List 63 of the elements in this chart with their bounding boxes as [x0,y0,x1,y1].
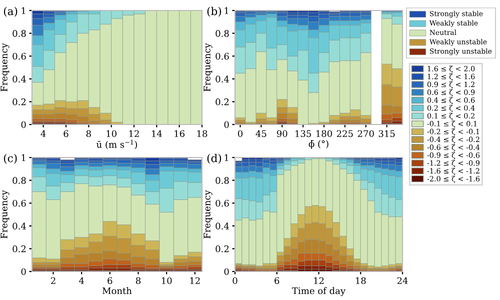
x-tick-label: 12 [129,130,139,137]
y-axis-title: Frequency [204,43,212,92]
y-tick-label: 1 [224,7,228,14]
y-axis-title: Frequency [204,190,212,238]
y-tick-label: 0.8 [12,30,26,37]
x-tick-label: 24 [397,277,408,284]
y-tick-label: 0.4 [12,222,26,230]
x-tick-label: 225 [336,130,353,138]
y-tick-label: 0.6 [216,200,229,207]
x-tick-label: 14 [152,130,162,137]
x-tick-label: 8 [136,277,141,284]
y-tick-label: 0.8 [12,177,26,184]
x-tick-label: 18 [356,277,366,284]
y-axis-title: Frequency [0,190,10,238]
x-tick-label: 10 [162,277,172,284]
x-tick-label: 4 [78,277,84,284]
x-tick-label: 270 [358,130,374,138]
x-tick-label: 16 [174,130,185,138]
y-tick-label: 0.2 [216,98,229,106]
y-tick-label: 1 [224,154,228,161]
y-tick-label: 0.2 [12,245,26,252]
x-tick-label: 6 [274,277,280,284]
y-tick-label: 0.4 [12,76,26,82]
y-axis-title: Frequency [0,43,10,92]
y-tick-label: 0.2 [216,245,229,252]
y-tick-label: 0 [224,268,229,276]
x-tick-label: 4 [40,130,46,137]
x-axis-title: ū (m s$^{−1}$) [96,140,137,150]
y-tick-label: 0.6 [216,52,229,60]
x-tick-label: 6 [108,277,112,284]
x-tick-label: 0 [238,130,243,138]
chart-title: (d) [207,154,222,164]
chart-title: (a) [4,6,18,17]
x-tick-label: 18 [197,130,208,138]
x-tick-label: 12 [190,277,200,284]
y-tick-label: 0.6 [12,52,26,60]
x-tick-label: 45 [256,130,266,138]
chart-title: (c) [4,154,17,164]
y-tick-label: 0 [21,268,26,276]
y-tick-label: 0.8 [216,30,229,37]
x-tick-label: 180 [316,130,332,138]
y-tick-label: 1 [22,154,26,161]
y-tick-label: 0 [224,121,229,128]
x-tick-label: 90 [276,130,288,138]
y-tick-label: 0 [21,121,26,128]
x-axis-title: ϕ̄ (°) [308,140,328,149]
y-tick-label: 0.4 [216,222,229,230]
x-tick-label: 315 [378,130,395,138]
x-tick-label: 8 [86,130,91,138]
x-axis-title: Time of day [292,287,346,296]
y-tick-label: 1 [22,7,26,14]
chart-title: (b) [207,6,222,17]
x-tick-label: 0 [232,277,238,284]
x-tick-label: 2 [50,277,56,284]
x-tick-label: 135 [296,130,311,138]
x-axis-title: Month [102,287,132,294]
y-tick-label: 0.8 [216,177,229,184]
x-tick-label: 6 [64,130,68,138]
y-tick-label: 0.4 [216,76,229,82]
x-tick-label: 10 [106,130,116,138]
y-tick-label: 0.6 [12,200,26,207]
y-tick-label: 0.2 [12,98,26,106]
x-tick-label: 12 [314,277,324,284]
